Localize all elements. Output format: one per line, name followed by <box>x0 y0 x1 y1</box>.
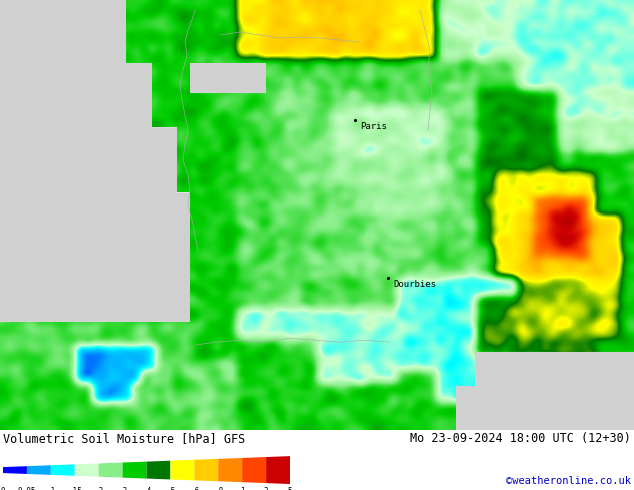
Text: .5: .5 <box>166 487 175 490</box>
Text: Dourbies: Dourbies <box>393 280 436 289</box>
Text: .6: .6 <box>190 487 199 490</box>
Polygon shape <box>51 465 75 476</box>
Polygon shape <box>3 466 27 474</box>
Text: ©weatheronline.co.uk: ©weatheronline.co.uk <box>506 476 631 486</box>
Text: .4: .4 <box>142 487 151 490</box>
Text: .1: .1 <box>46 487 55 490</box>
Polygon shape <box>218 458 242 482</box>
Polygon shape <box>171 460 195 480</box>
Text: 5: 5 <box>288 487 292 490</box>
Text: Paris: Paris <box>360 122 387 131</box>
Text: Volumetric Soil Moisture [hPa] GFS: Volumetric Soil Moisture [hPa] GFS <box>3 432 245 445</box>
Text: 1: 1 <box>240 487 245 490</box>
Polygon shape <box>242 457 266 483</box>
Polygon shape <box>266 456 290 484</box>
Polygon shape <box>99 463 122 478</box>
Text: 0.05: 0.05 <box>18 487 36 490</box>
Text: .3: .3 <box>118 487 127 490</box>
Polygon shape <box>146 461 171 479</box>
Text: 0: 0 <box>1 487 5 490</box>
Text: Mo 23-09-2024 18:00 UTC (12+30): Mo 23-09-2024 18:00 UTC (12+30) <box>410 432 631 445</box>
Polygon shape <box>27 466 51 475</box>
Text: .8: .8 <box>214 487 223 490</box>
Polygon shape <box>75 464 99 477</box>
Text: .15: .15 <box>68 487 82 490</box>
Polygon shape <box>195 459 218 481</box>
Polygon shape <box>122 462 146 479</box>
Text: .2: .2 <box>94 487 103 490</box>
Text: 3: 3 <box>264 487 268 490</box>
